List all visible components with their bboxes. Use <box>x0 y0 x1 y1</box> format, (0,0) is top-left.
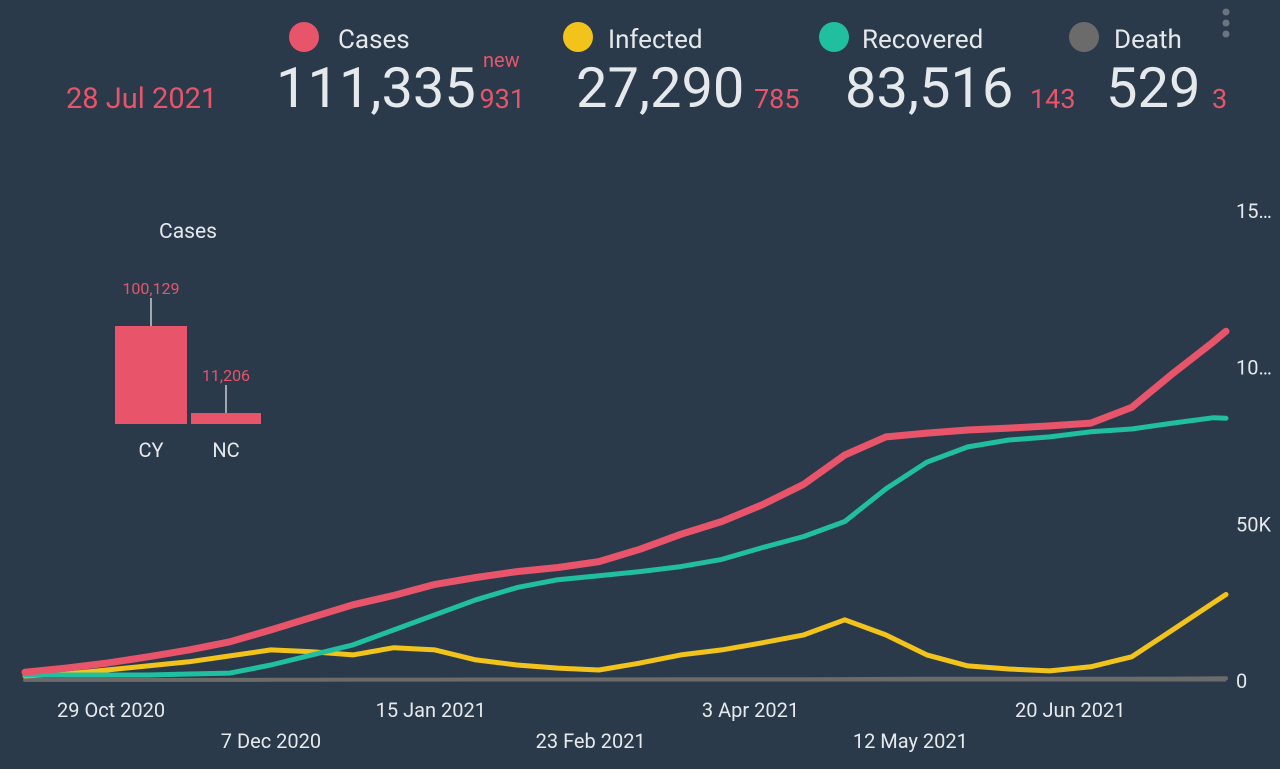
legend-dot <box>819 22 849 52</box>
x-tick-label: 7 Dec 2020 <box>221 729 321 753</box>
stat-value: 83,516 <box>845 55 1013 121</box>
stat-value: 111,335 <box>276 55 476 121</box>
x-tick-label: 23 Feb 2021 <box>536 729 646 753</box>
category-label: CY <box>138 438 163 462</box>
x-tick-label: 20 Jun 2021 <box>1015 698 1125 722</box>
stat-value: 27,290 <box>576 55 744 121</box>
value-label: 11,206 <box>202 366 250 385</box>
x-tick-label: 12 May 2021 <box>853 729 968 753</box>
line-series <box>21 327 1230 676</box>
x-tick-label: 3 Apr 2021 <box>702 698 799 722</box>
x-tick-label: 15 Jan 2021 <box>376 698 486 722</box>
menu-dot[interactable] <box>1222 30 1230 38</box>
stat-name: Death <box>1114 25 1182 55</box>
date: 28 Jul 2021 <box>66 82 217 116</box>
category-label: NC <box>212 438 239 462</box>
stat-value: 529 <box>1106 55 1200 121</box>
legend-dot <box>289 22 319 52</box>
stat-name: Cases <box>338 25 410 55</box>
stat-new: 785 <box>754 83 800 115</box>
stat-name: Recovered <box>862 25 983 55</box>
stat-new: 3 <box>1212 83 1227 115</box>
bar <box>191 413 261 424</box>
menu-dot[interactable] <box>1222 19 1230 27</box>
stat-new: 931 <box>479 83 525 115</box>
stat-new: 143 <box>1030 83 1076 115</box>
y-tick-label: 50K <box>1236 512 1271 536</box>
y-tick-label: 10… <box>1236 356 1272 380</box>
y-tick-label: 15… <box>1236 199 1272 223</box>
stat-name: Infected <box>608 25 703 55</box>
new-label: new <box>483 48 520 72</box>
value-label: 100,129 <box>122 279 179 298</box>
x-tick-label: 29 Oct 2020 <box>57 698 165 722</box>
menu-dot[interactable] <box>1222 8 1230 16</box>
bar-title: Cases <box>159 220 217 244</box>
legend-dot <box>1069 22 1099 52</box>
y-tick-label: 0 <box>1236 669 1247 693</box>
line-series <box>22 415 1229 678</box>
line-series <box>23 676 1228 682</box>
bar <box>115 326 187 424</box>
legend-dot <box>563 22 593 52</box>
line-series <box>22 592 1229 679</box>
